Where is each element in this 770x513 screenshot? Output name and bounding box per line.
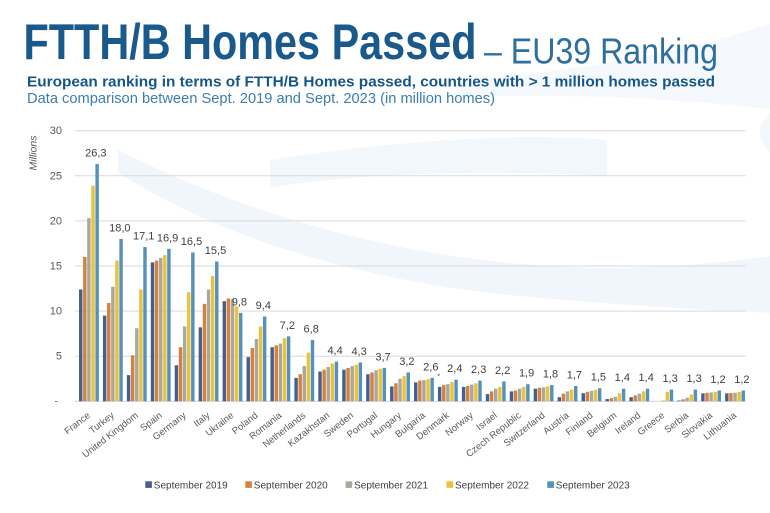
svg-text:2,3: 2,3 <box>471 364 486 376</box>
svg-text:9,8: 9,8 <box>232 296 247 308</box>
svg-text:18,0: 18,0 <box>109 222 130 234</box>
svg-text:10: 10 <box>50 306 62 318</box>
svg-text:20: 20 <box>50 215 62 227</box>
svg-text:5: 5 <box>56 351 62 363</box>
svg-text:FTTH/B Homes Passed: FTTH/B Homes Passed <box>24 13 477 70</box>
svg-text:Millions: Millions <box>28 135 40 171</box>
svg-text:1,5: 1,5 <box>591 372 606 384</box>
svg-text:1,3: 1,3 <box>686 373 701 385</box>
svg-text:7,2: 7,2 <box>280 320 295 332</box>
svg-text:25: 25 <box>50 170 62 182</box>
svg-text:16,9: 16,9 <box>157 232 178 244</box>
svg-text:16,5: 16,5 <box>181 236 202 248</box>
svg-text:1,2: 1,2 <box>734 374 749 386</box>
svg-text:26,3: 26,3 <box>85 148 106 160</box>
svg-text:1,3: 1,3 <box>662 373 677 385</box>
svg-text:30: 30 <box>50 125 62 137</box>
svg-text:1,7: 1,7 <box>567 370 582 382</box>
svg-text:September 2019: September 2019 <box>154 481 228 492</box>
svg-text:1,9: 1,9 <box>519 368 534 380</box>
svg-text:France: France <box>63 410 93 437</box>
svg-text:Norway: Norway <box>443 410 475 439</box>
svg-text:3,7: 3,7 <box>375 351 390 363</box>
svg-text:1,4: 1,4 <box>615 372 630 384</box>
svg-text:4,4: 4,4 <box>327 345 342 357</box>
svg-text:2,6: 2,6 <box>423 361 438 373</box>
svg-text:September 2022: September 2022 <box>455 481 529 492</box>
svg-text:6,8: 6,8 <box>304 324 319 336</box>
svg-text:9,4: 9,4 <box>256 300 271 312</box>
svg-text:Greece: Greece <box>636 410 667 438</box>
svg-text:-: - <box>55 395 59 407</box>
svg-text:September 2023: September 2023 <box>556 481 630 492</box>
svg-text:European ranking in terms of F: European ranking in terms of FTTH/B Home… <box>27 74 715 91</box>
svg-text:1,2: 1,2 <box>710 374 725 386</box>
svg-text:1,8: 1,8 <box>543 369 558 381</box>
svg-text:Data comparison between Sept.: Data comparison between Sept. 2019 and S… <box>27 90 495 107</box>
svg-text:– EU39 Ranking: – EU39 Ranking <box>484 31 718 72</box>
svg-text:2,2: 2,2 <box>495 365 510 377</box>
svg-text:4,3: 4,3 <box>351 346 366 358</box>
svg-text:15,5: 15,5 <box>205 245 226 257</box>
svg-text:1,4: 1,4 <box>639 372 654 384</box>
svg-text:September 2020: September 2020 <box>254 481 328 492</box>
svg-text:2,4: 2,4 <box>447 363 462 375</box>
svg-text:15: 15 <box>50 261 62 273</box>
svg-text:September 2021: September 2021 <box>354 481 428 492</box>
svg-text:3,2: 3,2 <box>399 356 414 368</box>
svg-text:17,1: 17,1 <box>133 231 154 243</box>
